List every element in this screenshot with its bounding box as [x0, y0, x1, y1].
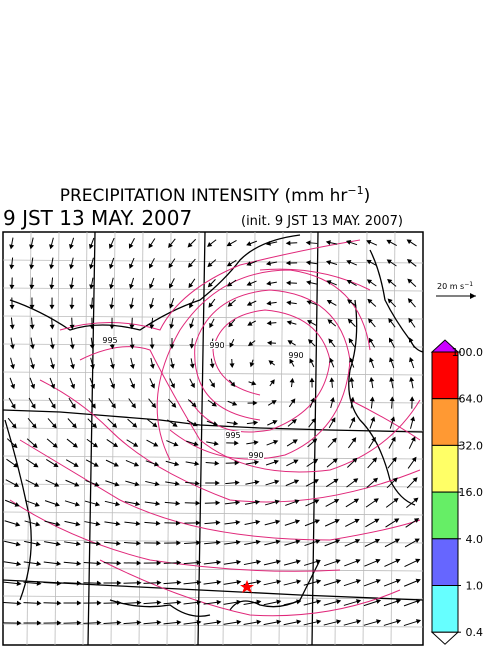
wind-scale-label: 20 m s−1 — [437, 281, 473, 291]
title: PRECIPITATION INTENSITY (mm hr−1) — [60, 184, 371, 206]
colorbar-label: 100.0 — [452, 346, 484, 359]
title-close: ) — [364, 186, 371, 206]
colorbar-label: 16.0 — [459, 486, 484, 499]
colorbar-label: 0.4 — [466, 626, 484, 639]
valid-time: 9 JST 13 MAY. 2007 — [3, 206, 192, 230]
title-text: PRECIPITATION INTENSITY (mm hr — [60, 186, 348, 206]
contour-label: 995 — [102, 336, 117, 345]
wind-scale-text: 20 m s — [437, 282, 464, 291]
contour-label: 990 — [209, 341, 224, 350]
contour-label: 990 — [248, 451, 263, 460]
map: 995 990 990 995 990 — [3, 232, 423, 645]
colorbar-segment — [432, 399, 458, 446]
colorbar-under — [432, 632, 458, 644]
colorbar-label: 32.0 — [459, 439, 484, 452]
colorbar-label: 64.0 — [459, 393, 484, 406]
colorbar-label: 4.0 — [466, 533, 484, 546]
init-time: (init. 9 JST 13 MAY. 2007) — [241, 214, 403, 229]
contour-label: 995 — [225, 431, 240, 440]
wind-scale-head — [470, 293, 476, 299]
colorbar-segment — [432, 539, 458, 586]
colorbar-segment — [432, 352, 458, 399]
contour-label: 990 — [288, 351, 303, 360]
colorbar-segment — [432, 492, 458, 539]
wind-scale: 20 m s−1 — [436, 281, 476, 299]
colorbar-label: 1.0 — [466, 580, 484, 593]
colorbar-segment — [432, 445, 458, 492]
colorbar-segment — [432, 586, 458, 633]
wind-scale-superscript: −1 — [464, 281, 473, 288]
title-superscript: −1 — [347, 184, 363, 197]
colorbar: 100.0 64.0 32.0 16.0 4.0 1.0 0.4 — [432, 340, 483, 644]
